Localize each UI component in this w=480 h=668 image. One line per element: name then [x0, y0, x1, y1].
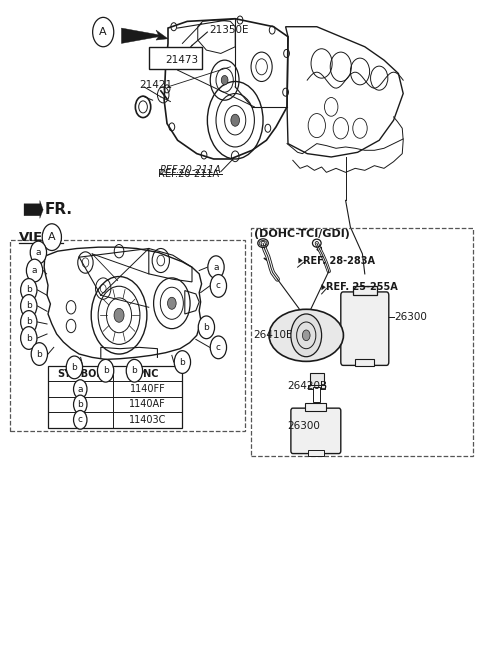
Text: FR.: FR. — [44, 202, 72, 217]
FancyBboxPatch shape — [291, 408, 341, 454]
Polygon shape — [322, 285, 325, 290]
Text: PNC: PNC — [136, 369, 159, 379]
Circle shape — [208, 256, 224, 279]
Text: REF. 25-255A: REF. 25-255A — [326, 283, 398, 292]
Circle shape — [210, 336, 227, 359]
Circle shape — [168, 297, 176, 309]
Circle shape — [93, 17, 114, 47]
Text: 1140FF: 1140FF — [130, 384, 165, 394]
Text: 21350E: 21350E — [209, 25, 248, 35]
Bar — [251, 228, 473, 456]
Ellipse shape — [269, 309, 344, 361]
Polygon shape — [24, 200, 43, 218]
Circle shape — [114, 309, 124, 322]
Text: b: b — [103, 366, 108, 375]
Polygon shape — [299, 258, 302, 263]
Text: 26300: 26300 — [395, 313, 427, 322]
Text: c: c — [78, 415, 83, 424]
Text: b: b — [132, 366, 137, 375]
Text: 26410B: 26410B — [253, 331, 294, 340]
Text: b: b — [26, 317, 32, 327]
Text: b: b — [180, 357, 185, 367]
Bar — [355, 359, 374, 366]
Text: 1140AF: 1140AF — [129, 399, 166, 409]
Circle shape — [302, 330, 310, 341]
Text: c: c — [216, 343, 221, 352]
FancyBboxPatch shape — [341, 292, 389, 365]
Text: 21473: 21473 — [166, 55, 199, 65]
Text: b: b — [26, 285, 32, 295]
Bar — [308, 450, 324, 456]
Circle shape — [231, 114, 240, 126]
Text: b: b — [204, 323, 209, 332]
Text: (DOHC-TCI/GDI): (DOHC-TCI/GDI) — [254, 230, 350, 239]
Bar — [48, 366, 182, 428]
Text: 11403C: 11403C — [129, 415, 166, 425]
Circle shape — [221, 75, 228, 85]
Circle shape — [21, 327, 37, 349]
Text: a: a — [32, 266, 37, 275]
Text: b: b — [26, 301, 32, 311]
Circle shape — [21, 279, 37, 301]
Text: A: A — [48, 232, 56, 242]
Bar — [149, 47, 202, 69]
Text: c: c — [216, 281, 221, 291]
Circle shape — [42, 224, 61, 250]
Text: b: b — [26, 333, 32, 343]
Text: A: A — [99, 27, 107, 37]
Text: REF.20-211A: REF.20-211A — [158, 169, 219, 178]
Text: a: a — [36, 248, 41, 257]
Circle shape — [198, 316, 215, 339]
Polygon shape — [121, 28, 168, 43]
Circle shape — [21, 295, 37, 317]
Text: b: b — [77, 400, 83, 409]
Circle shape — [21, 311, 37, 333]
Circle shape — [97, 359, 114, 382]
Circle shape — [126, 359, 143, 382]
Text: REF. 28-283A: REF. 28-283A — [303, 256, 375, 265]
Circle shape — [73, 395, 87, 413]
Text: SYMBOL: SYMBOL — [58, 369, 103, 379]
Circle shape — [26, 259, 43, 282]
Circle shape — [73, 379, 87, 398]
Circle shape — [66, 356, 83, 379]
Circle shape — [174, 351, 191, 373]
Text: 26300: 26300 — [287, 422, 320, 431]
Text: 26420B: 26420B — [287, 381, 327, 391]
Bar — [353, 286, 377, 295]
Circle shape — [31, 343, 48, 365]
Bar — [310, 373, 324, 386]
Text: VIEW: VIEW — [19, 230, 58, 244]
Text: 21421: 21421 — [139, 80, 172, 90]
Bar — [10, 240, 245, 431]
Text: b: b — [72, 363, 77, 372]
Circle shape — [210, 275, 227, 297]
Bar — [313, 387, 320, 402]
Bar — [308, 385, 325, 389]
Text: REF.20-211A: REF.20-211A — [159, 166, 221, 175]
Bar — [305, 403, 326, 411]
Circle shape — [73, 410, 87, 430]
Circle shape — [291, 314, 322, 357]
Circle shape — [30, 241, 47, 264]
Text: a: a — [213, 263, 219, 272]
Text: a: a — [77, 385, 83, 393]
Text: b: b — [36, 349, 42, 359]
